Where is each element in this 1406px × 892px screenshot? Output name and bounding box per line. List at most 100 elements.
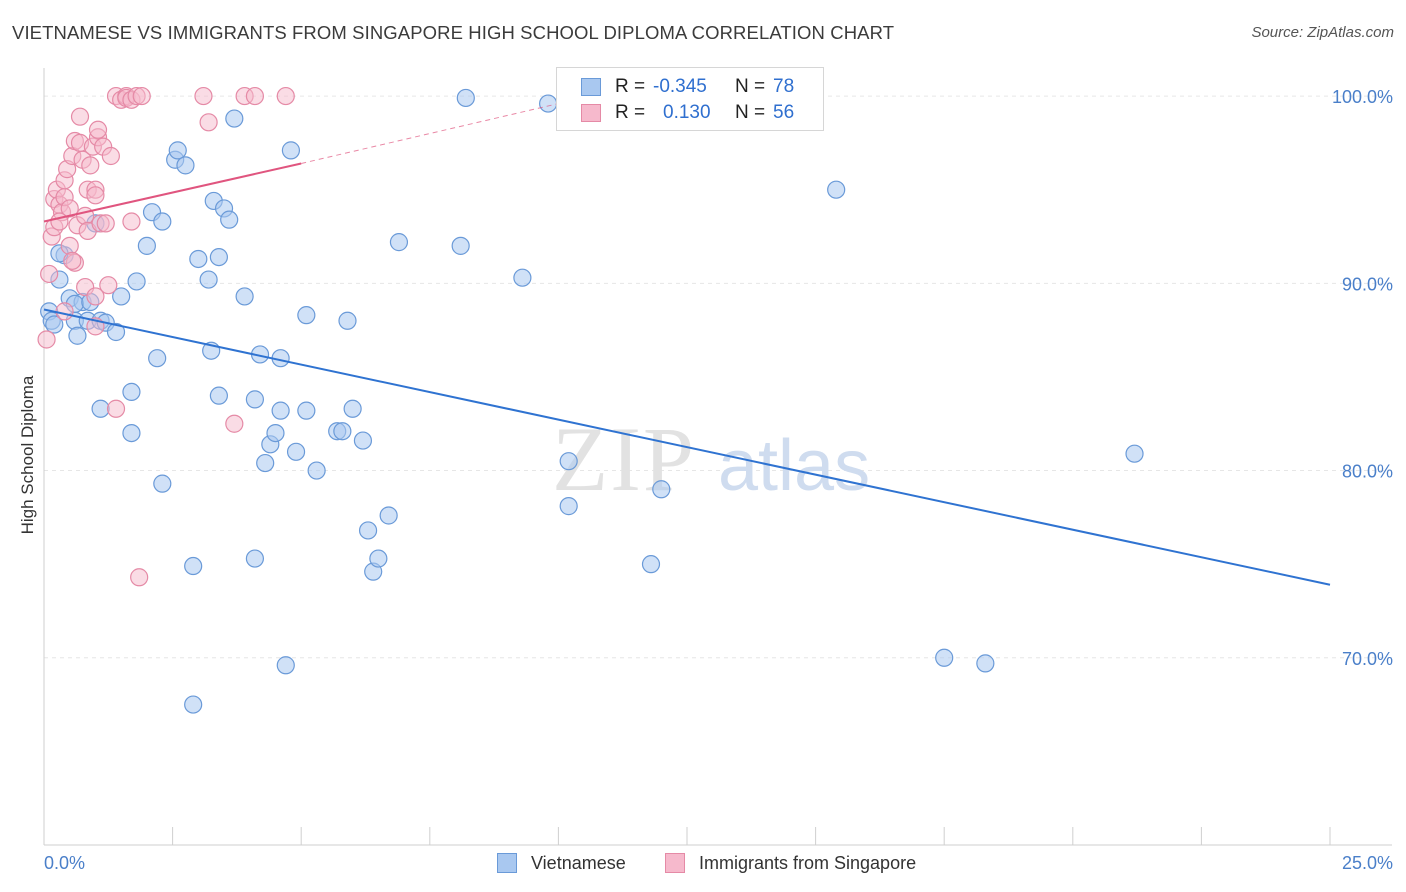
point-vietnamese <box>513 268 532 287</box>
point-vietnamese <box>827 180 846 199</box>
point-vietnamese <box>184 695 203 714</box>
trend-lines <box>43 103 1331 586</box>
point-singapore <box>101 146 120 166</box>
legend-n-value: 78 <box>773 76 795 97</box>
point-vietnamese <box>148 349 167 368</box>
point-vietnamese <box>137 236 156 255</box>
point-singapore <box>55 302 74 321</box>
point-vietnamese <box>45 315 64 334</box>
point-vietnamese <box>333 422 352 441</box>
point-vietnamese <box>652 480 671 499</box>
correlation-legend: R = -0.345 N = 78 R = 0.130 N = 56 <box>556 67 824 131</box>
point-vietnamese <box>189 249 208 269</box>
point-singapore <box>225 414 244 433</box>
point-singapore <box>60 236 79 255</box>
point-vietnamese <box>976 654 995 673</box>
point-singapore <box>132 86 151 106</box>
y-axis-label: High School Diploma <box>18 375 37 534</box>
x-tick-label: 0.0% <box>44 853 85 873</box>
trend-extension-singapore <box>301 103 559 164</box>
point-singapore <box>122 212 141 231</box>
y-tick-label: 70.0% <box>1342 649 1393 669</box>
point-singapore <box>99 276 118 295</box>
point-vietnamese <box>389 233 409 252</box>
point-vietnamese <box>935 648 954 667</box>
point-vietnamese <box>220 210 239 229</box>
tick-labels: 70.0% 80.0% 90.0% 100.0% 0.0% 25.0% <box>44 87 1393 873</box>
point-vietnamese <box>369 549 388 568</box>
point-singapore <box>96 214 115 233</box>
point-vietnamese <box>153 212 172 231</box>
trend-line-vietnamese <box>43 308 1331 586</box>
data-points <box>37 86 1144 714</box>
point-singapore <box>63 251 82 270</box>
point-vietnamese <box>307 461 326 480</box>
point-vietnamese <box>379 506 398 525</box>
point-vietnamese <box>127 272 146 291</box>
point-vietnamese <box>235 287 254 306</box>
point-vietnamese <box>106 322 126 342</box>
point-singapore <box>86 186 105 205</box>
point-vietnamese <box>338 311 357 330</box>
point-vietnamese <box>358 521 378 540</box>
legend-swatch-vietnamese <box>581 78 601 96</box>
point-singapore <box>81 156 100 175</box>
trend-line-singapore <box>43 162 302 223</box>
watermark-atlas: atlas <box>718 426 870 506</box>
point-vietnamese <box>353 431 373 450</box>
point-vietnamese <box>199 270 218 289</box>
chart-source: Source: ZipAtlas.com <box>1251 24 1394 41</box>
bottom-legend-label-vietnamese: Vietnamese <box>531 853 626 873</box>
point-vietnamese <box>245 390 265 409</box>
y-tick-label: 100.0% <box>1332 87 1393 107</box>
point-vietnamese <box>559 497 578 516</box>
point-vietnamese <box>184 556 203 576</box>
point-vietnamese <box>641 555 661 574</box>
point-vietnamese <box>456 88 475 108</box>
legend-r-value: -0.345 <box>653 76 707 97</box>
point-vietnamese <box>271 401 290 420</box>
y-tick-label: 80.0% <box>1342 462 1393 482</box>
point-vietnamese <box>256 453 275 473</box>
point-singapore <box>276 86 295 106</box>
point-singapore <box>86 287 105 306</box>
series-vietnamese <box>40 88 1144 714</box>
point-vietnamese <box>91 399 110 418</box>
point-vietnamese <box>276 656 295 675</box>
point-vietnamese <box>225 109 244 128</box>
point-singapore <box>60 199 79 218</box>
series-singapore <box>37 86 295 587</box>
point-singapore <box>194 86 213 106</box>
point-vietnamese <box>286 442 306 461</box>
point-singapore <box>199 113 218 132</box>
grid-lines <box>44 95 1392 659</box>
axes <box>43 68 1392 846</box>
point-vietnamese <box>153 474 172 493</box>
point-vietnamese <box>451 236 470 255</box>
point-vietnamese <box>122 382 141 402</box>
point-vietnamese <box>168 141 187 160</box>
bottom-legend-swatch-singapore <box>665 853 685 873</box>
point-vietnamese <box>297 401 316 420</box>
point-vietnamese <box>209 386 228 405</box>
point-vietnamese <box>266 423 285 443</box>
point-singapore <box>245 86 265 106</box>
point-vietnamese <box>281 141 301 160</box>
point-singapore <box>50 212 69 231</box>
legend-n-value: 56 <box>773 102 795 123</box>
point-vietnamese <box>176 156 195 175</box>
legend-r-value: 0.130 <box>663 102 711 123</box>
point-singapore <box>40 264 59 284</box>
y-tick-label: 90.0% <box>1342 274 1393 294</box>
point-vietnamese <box>245 549 265 568</box>
point-singapore <box>106 399 126 418</box>
point-vietnamese <box>1125 444 1144 463</box>
legend-r-label: R = <box>615 76 646 97</box>
point-singapore <box>37 330 56 349</box>
bottom-legend-label-singapore: Immigrants from Singapore <box>699 853 917 873</box>
point-vietnamese <box>209 248 228 267</box>
point-vietnamese <box>112 287 131 306</box>
point-vietnamese <box>559 452 578 471</box>
point-singapore <box>88 120 108 139</box>
